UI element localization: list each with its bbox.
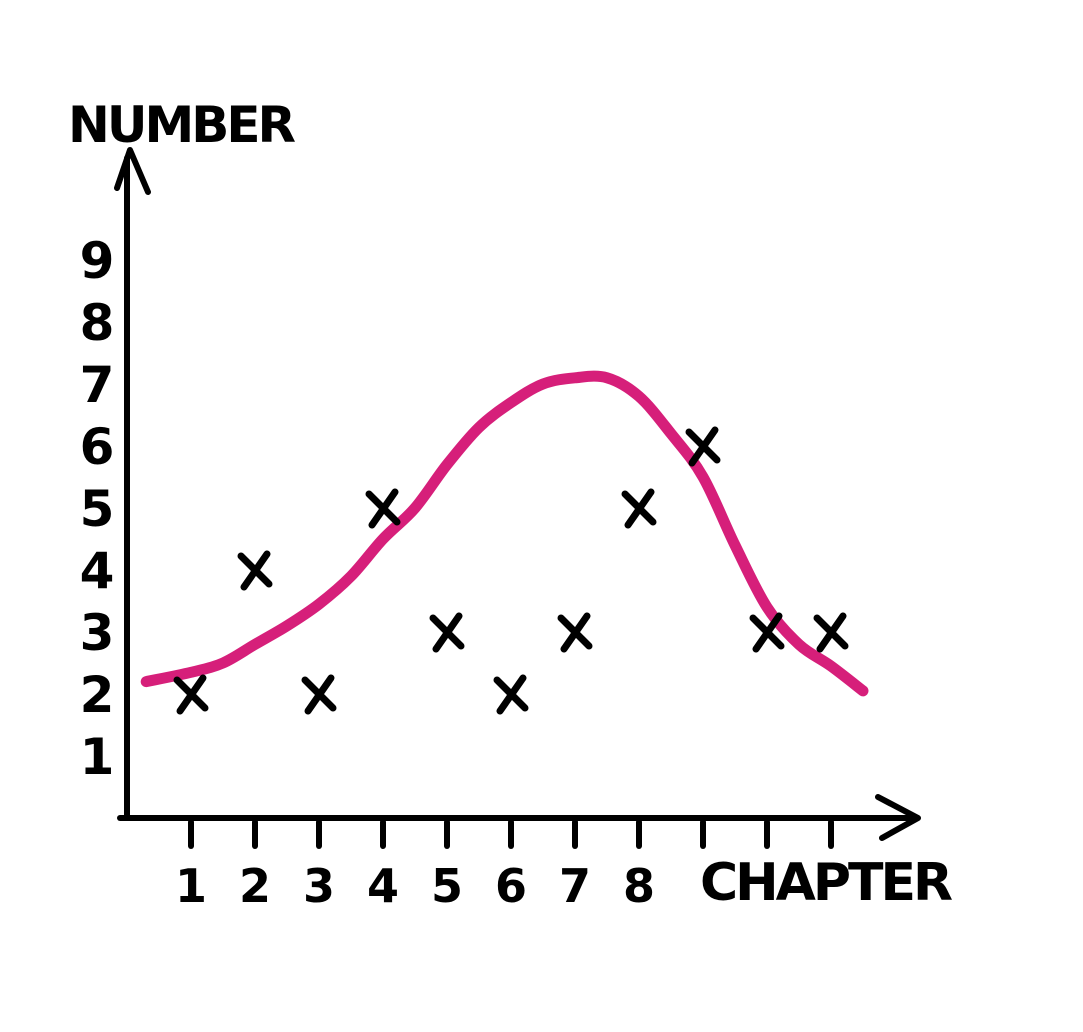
scatter-point-x-marker <box>301 674 337 715</box>
x-marker-stroke <box>560 612 591 653</box>
scatter-point-x-marker <box>429 612 465 653</box>
y-tick-label: 6 <box>80 418 115 476</box>
x-axis-arrowhead <box>875 794 921 841</box>
x-tick-label: 1 <box>175 859 207 913</box>
y-tick-label: 5 <box>80 480 115 538</box>
scatter-point-x-marker <box>685 426 721 467</box>
scatter-point-x-marker <box>493 674 529 715</box>
y-tick-label: 1 <box>80 728 115 786</box>
x-marker-stroke <box>688 426 719 467</box>
x-marker-stroke <box>624 488 655 529</box>
y-tick-label: 8 <box>80 294 115 352</box>
trend-curve <box>140 370 869 697</box>
scatter-point-x-marker <box>813 612 849 653</box>
x-marker-stroke <box>304 674 335 715</box>
y-tick-label: 4 <box>80 542 115 600</box>
x-marker-stroke <box>176 674 207 715</box>
x-tick-label: 3 <box>303 859 335 913</box>
scatter-point-x-marker <box>621 488 657 529</box>
y-axis-label: NUMBER <box>68 96 295 154</box>
x-tick-label: 2 <box>239 859 271 913</box>
chart-axes <box>114 147 921 841</box>
y-tick-label: 7 <box>80 356 115 414</box>
scatter-markers <box>173 426 849 715</box>
x-marker-stroke <box>432 612 463 653</box>
scatter-point-x-marker <box>557 612 593 653</box>
scatter-point-x-marker <box>173 674 209 715</box>
x-marker-stroke <box>496 674 527 715</box>
x-marker-stroke <box>368 488 399 529</box>
x-tick-label: 5 <box>431 859 463 913</box>
y-tick-label: 2 <box>80 666 115 724</box>
scatter-point-x-marker <box>237 550 273 591</box>
y-tick-label: 3 <box>80 604 115 662</box>
y-tick-label: 9 <box>80 232 115 290</box>
x-marker-stroke <box>752 612 783 653</box>
x-tick-label: 4 <box>367 859 399 913</box>
y-axis-arrowhead <box>114 147 151 195</box>
scatter-point-x-marker <box>749 612 785 653</box>
x-marker-stroke <box>240 550 271 591</box>
trend-curve-line <box>140 370 869 697</box>
x-marker-stroke <box>816 612 847 653</box>
x-tick-label: 6 <box>495 859 527 913</box>
scatter-point-x-marker <box>365 488 401 529</box>
x-tick-label: 8 <box>623 859 655 913</box>
x-axis-label: CHAPTER <box>700 853 952 913</box>
x-tick-label: 7 <box>559 859 591 913</box>
